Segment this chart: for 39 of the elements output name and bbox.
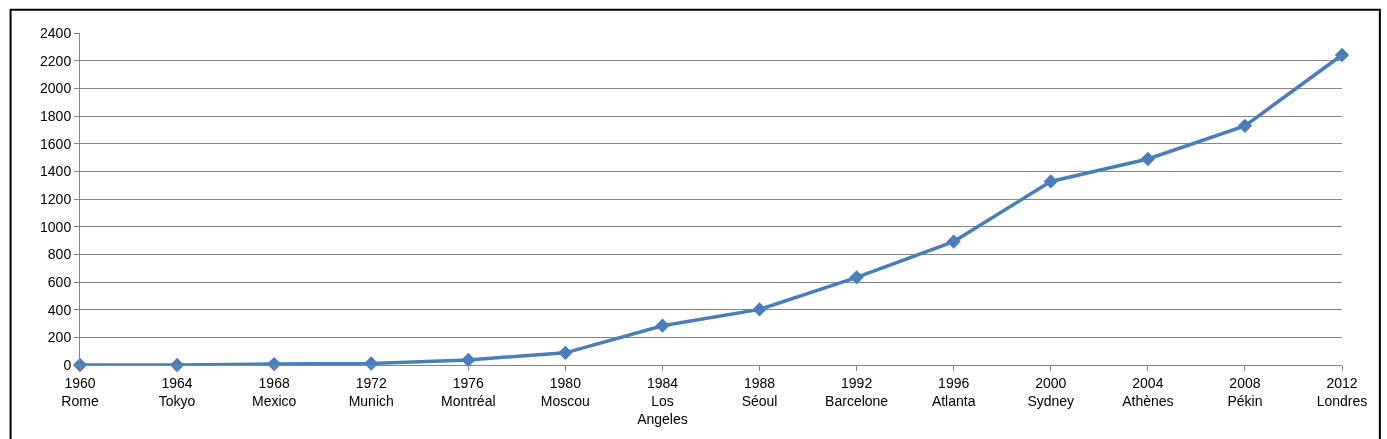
point — [1334, 47, 1350, 63]
point — [946, 234, 961, 249]
x-tick-label: 1980 Moscou — [540, 374, 590, 409]
y-tick-label: 1200 — [40, 190, 72, 207]
x-tick-label: 1960 Rome — [61, 374, 99, 409]
x-tick-label: 1996 Atlanta — [931, 374, 976, 409]
point — [849, 270, 864, 285]
y-tick-label: 2400 — [40, 24, 72, 41]
x-tick-label: 1992 Barcelone — [825, 374, 889, 409]
y-tick-label: 1400 — [40, 163, 72, 180]
x-tick-label: 1968 Mexico — [251, 374, 297, 409]
point — [1043, 174, 1058, 189]
point — [655, 318, 670, 333]
point — [169, 357, 185, 373]
x-tick-label: 2000 Sydney — [1027, 374, 1075, 409]
x-tick-label: 1988 Séoul — [741, 374, 778, 409]
y-tick-label: 0 — [63, 356, 72, 373]
y-tick-label: 200 — [47, 329, 72, 346]
x-tick-label: 1984 Los Angeles — [637, 374, 688, 428]
y-tick-label: 600 — [47, 273, 72, 290]
x-tick-label: 1972 Munich — [348, 374, 394, 409]
point — [1237, 118, 1253, 133]
y-tick-label: 1600 — [40, 135, 72, 152]
x-tick-label: 2008 Pékin — [1227, 374, 1263, 409]
point — [752, 302, 767, 317]
point — [267, 356, 282, 372]
y-tick-label: 2200 — [40, 52, 72, 69]
y-tick-label: 2000 — [40, 80, 72, 97]
x-tick-label: 1976 Montréal — [441, 374, 496, 409]
x-tick-label: 2012 Londres — [1316, 374, 1368, 409]
y-tick-label: 400 — [47, 301, 72, 318]
y-tick-label: 1800 — [40, 107, 72, 124]
point — [1140, 151, 1155, 167]
point — [558, 345, 573, 360]
point — [461, 352, 476, 368]
x-tick-label: 2004 Athènes — [1122, 374, 1174, 409]
y-tick-label: 1000 — [40, 218, 72, 235]
y-tick-label: 800 — [47, 246, 72, 263]
x-tick-label: 1964 Tokyo — [158, 374, 196, 409]
